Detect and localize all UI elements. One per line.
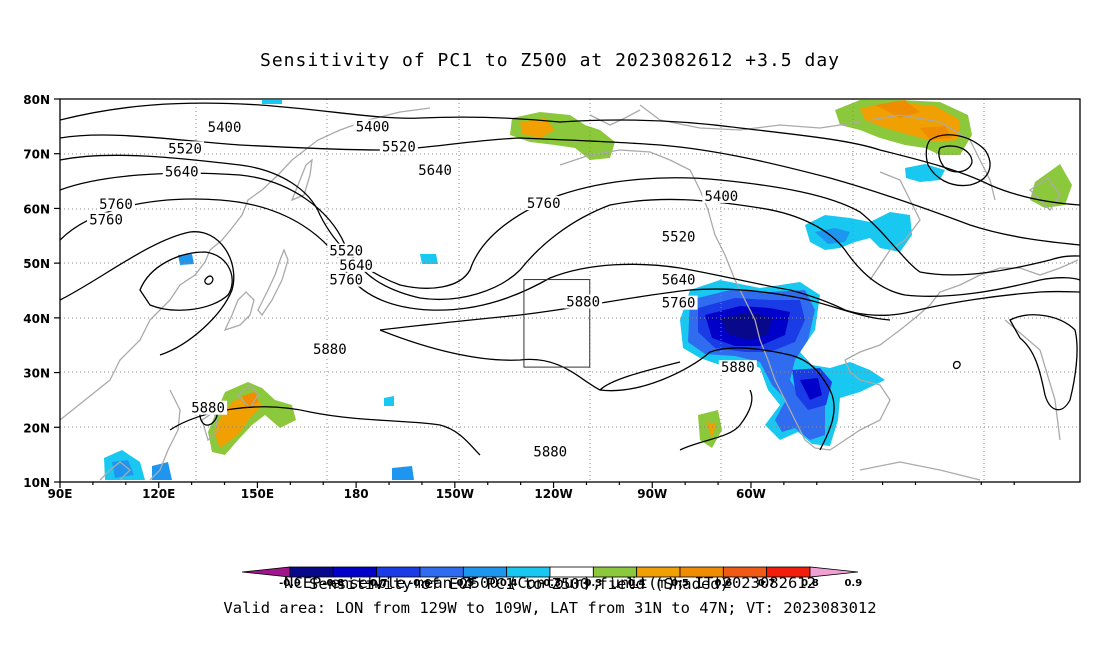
contour-label-bg <box>310 342 349 357</box>
contour-label: 5640 <box>418 163 452 179</box>
latitude-label: 80N <box>23 93 50 107</box>
contour-label: 5760 <box>99 197 133 213</box>
colorbar-tick-label: -0.5 <box>452 578 474 589</box>
z500-contours <box>60 102 1080 456</box>
contour-label-bg <box>96 197 135 212</box>
longitude-label: 90W <box>637 487 667 501</box>
colorbar-tick-label: 0.4 <box>628 578 646 589</box>
longitude-label: 150E <box>241 487 274 501</box>
latitude-label: 60N <box>23 202 50 216</box>
colorbar-tick-label: -0.7 <box>366 578 388 589</box>
latitude-label: 20N <box>23 421 50 435</box>
contour-label-bg <box>327 272 366 287</box>
colorbar: -0.9 -0.8 -0.7 -0.6 -0.5 -0.4 -0.3 0.3 0.4 0.5 0.6… <box>241 566 862 589</box>
contour-label: 5520 <box>329 244 363 260</box>
contour-label: 5400 <box>208 120 242 136</box>
contour-label: 5880 <box>191 401 225 417</box>
contour-label-bg <box>659 229 698 244</box>
colorbar-tick-label: 0.9 <box>844 578 862 589</box>
longitude-label: 60W <box>736 487 766 501</box>
contour-label-bg <box>718 360 757 375</box>
plot-title: Sensitivity of PC1 to Z500 at 2023082612… <box>259 50 840 71</box>
contour-label-bg <box>189 400 228 415</box>
contour-label-bg <box>327 243 366 258</box>
colorbar-tick-label: 0.5 <box>671 578 689 589</box>
contour-label: 5880 <box>566 295 600 311</box>
contour-label: 5520 <box>382 140 416 156</box>
longitude-label: 120W <box>534 487 572 501</box>
plot-frame <box>59 98 1081 483</box>
contour-label: 5640 <box>165 164 199 180</box>
colorbar-tick-label: 0.3 <box>584 578 602 589</box>
contour-label: 5400 <box>704 189 738 205</box>
contour-label-bg <box>531 444 570 459</box>
contour-label-bg <box>659 272 698 287</box>
contour-label: 5640 <box>662 273 696 289</box>
colorbar-tick-label: -0.6 <box>409 578 431 589</box>
colorbar-tick-label: 0.6 <box>714 578 732 589</box>
contour-label-bg <box>87 212 126 227</box>
coastlines <box>60 104 1079 481</box>
contour-label-bg <box>379 139 418 154</box>
colorbar-tick-label: 0.7 <box>758 578 776 589</box>
latitude-label: 70N <box>23 148 50 162</box>
contour-label-bg <box>564 294 603 309</box>
contour-label-bg <box>524 196 563 211</box>
contour-label-bg <box>702 188 741 203</box>
contour-label: 5880 <box>721 360 755 376</box>
contour-label: 5880 <box>313 342 347 358</box>
contour-label: 5640 <box>339 258 373 274</box>
contour-label-bg <box>205 119 244 134</box>
latitude-labels: 80N 70N 60N 50N 40N 30N 20N 10N <box>23 93 50 490</box>
contour-label: 5520 <box>662 229 696 245</box>
longitude-label: 120E <box>142 487 175 501</box>
contour-label-bg <box>162 164 201 179</box>
colorbar-tick-label: -0.4 <box>496 578 518 589</box>
longitude-label: 150W <box>436 487 474 501</box>
longitude-label: 90E <box>48 487 73 501</box>
contour-label: 5760 <box>329 273 363 289</box>
contour-label: 5760 <box>89 212 123 228</box>
colorbar-tick-label: 0.8 <box>801 578 819 589</box>
longitude-label: 180 <box>344 487 369 501</box>
colorbar-tick-label: -0.8 <box>322 578 344 589</box>
longitude-labels: 90E 120E 150E 180 150W 120W 90W 60W <box>48 487 766 501</box>
contour-label: 5760 <box>527 196 561 212</box>
colorbar-tick-label: -0.9 <box>279 578 301 589</box>
contour-label-bg <box>353 119 392 134</box>
contour-label: 5760 <box>662 296 696 312</box>
caption-line-1: NCEP ensemble mean Z500 (Contour); unit(… <box>284 574 816 592</box>
latitude-label: 10N <box>23 476 50 490</box>
contour-label-bg <box>416 163 455 178</box>
latitude-label: 50N <box>23 257 50 271</box>
contour-label: 5520 <box>168 141 202 157</box>
contour-label-bg <box>166 141 205 156</box>
colorbar-high-extension <box>809 566 859 578</box>
colorbar-label: Sensitivity of EOF PC1 to Z500 field (Sh… <box>309 575 729 593</box>
latitude-label: 30N <box>23 367 50 381</box>
colorbar-tick-label: -0.3 <box>539 578 561 589</box>
valid-area-box <box>523 279 591 368</box>
contour-label-bg <box>337 257 376 272</box>
caption-line-2: Valid area: LON from 129W to 109W, LAT f… <box>223 599 877 617</box>
contour-label-bg <box>659 295 698 310</box>
latitude-label: 40N <box>23 312 50 326</box>
axis-ticks <box>54 98 1015 488</box>
contour-label: 5880 <box>533 444 567 460</box>
contour-label: 5400 <box>356 119 390 135</box>
